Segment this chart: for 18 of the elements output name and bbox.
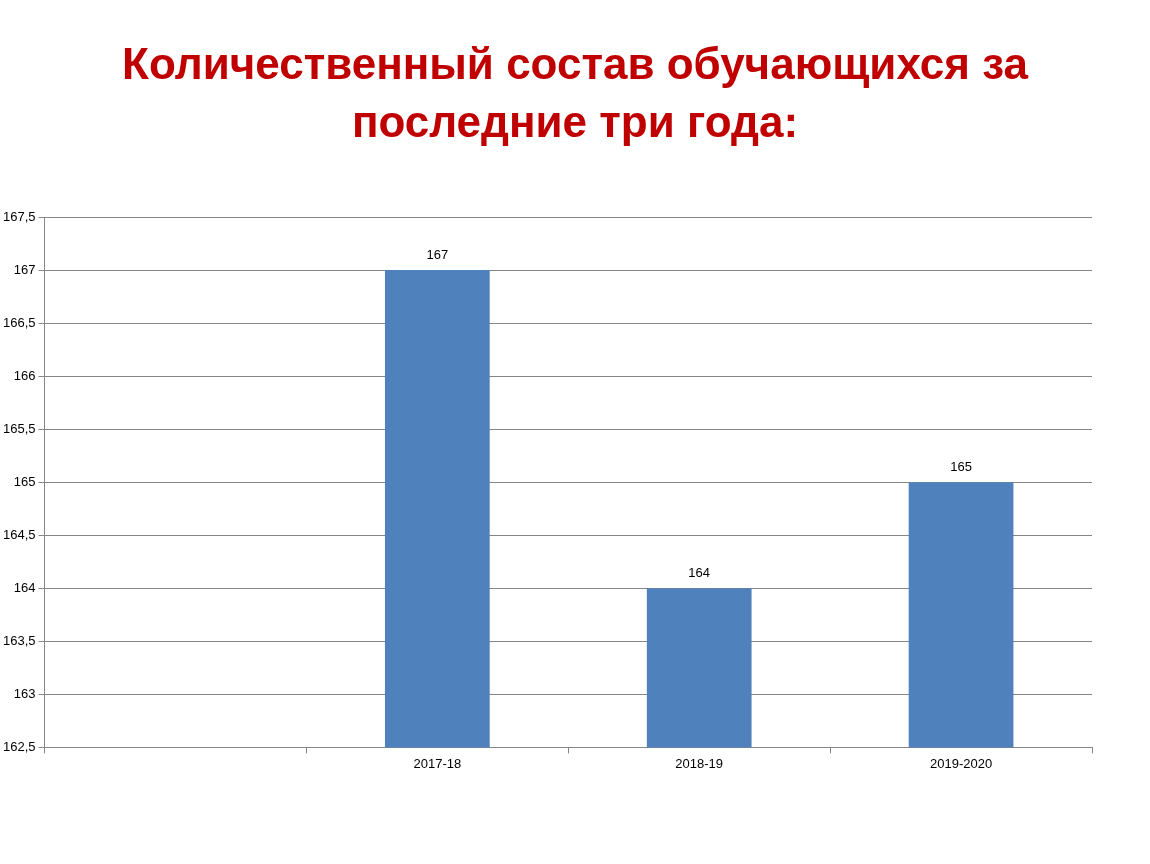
y-tick-label: 163,5 <box>2 632 36 648</box>
y-tick-label: 162,5 <box>2 738 36 754</box>
data-label: 164 <box>688 565 711 581</box>
x-tick-label: 2019-2020 <box>929 755 993 771</box>
data-label: 165 <box>950 459 972 475</box>
x-tick-label: 2018-19 <box>675 755 724 771</box>
y-tick-label: 165 <box>13 473 36 489</box>
y-tick-label: 163 <box>13 685 36 701</box>
y-tick-label: 166,5 <box>2 314 36 330</box>
y-tick-label: 164,5 <box>2 526 36 542</box>
x-tick-label: 2017-18 <box>413 755 462 771</box>
data-label: 167 <box>426 247 449 263</box>
y-tick-label: 167 <box>13 261 36 277</box>
y-tick-label: 165,5 <box>2 420 36 436</box>
y-tick-label: 166 <box>13 367 36 383</box>
chart-title: Количественный состав обучающихся за последние три года: <box>121 38 1030 148</box>
y-tick-label: 164 <box>13 579 36 595</box>
y-tick-label: 167,5 <box>2 208 36 224</box>
